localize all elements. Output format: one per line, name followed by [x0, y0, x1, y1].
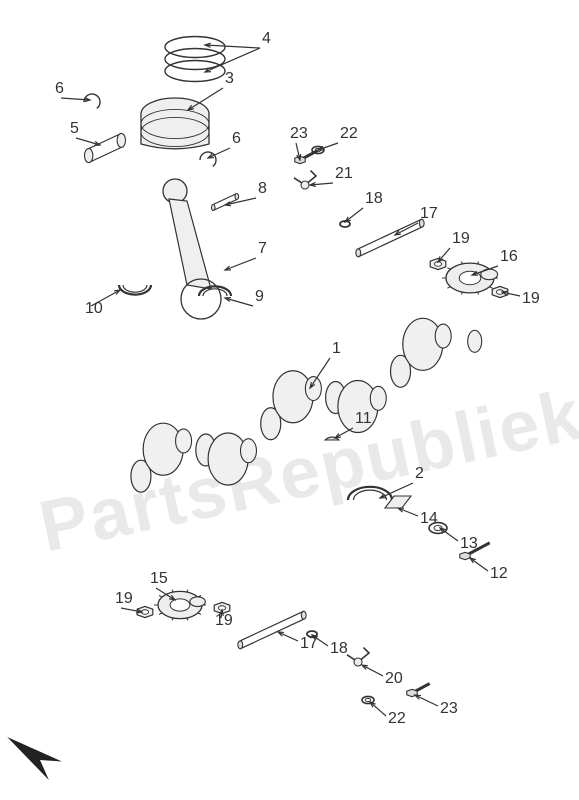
part-plate-14: [385, 496, 411, 508]
callout-9-9: 9: [255, 288, 264, 306]
callout-6-5: 6: [55, 80, 64, 98]
part-drive-gear-15: [154, 590, 206, 621]
callout-14-14: 14: [420, 510, 438, 528]
callout-18-20: 18: [330, 640, 348, 658]
callout-1-0: 1: [332, 340, 341, 358]
part-conrod: [163, 179, 221, 319]
callout-18-19: 18: [365, 190, 383, 208]
callout-19-23: 19: [115, 590, 133, 608]
callout-19-21: 19: [452, 230, 470, 248]
part-nozzle-20: [347, 648, 369, 666]
part-shaft-17b: [238, 611, 306, 649]
callout-17-18: 17: [300, 635, 318, 653]
callout-22-28: 22: [388, 710, 406, 728]
part-conrod-bearing-upper: [119, 285, 151, 295]
part-bolt-conrod: [211, 194, 238, 211]
part-drive-gear-16: [442, 261, 498, 294]
callout-23-30: 23: [440, 700, 458, 718]
callout-4-3: 4: [262, 30, 271, 48]
callout-10-10: 10: [85, 300, 103, 318]
callout-6-6: 6: [232, 130, 241, 148]
callout-19-22: 19: [522, 290, 540, 308]
diagram-svg: [0, 0, 579, 800]
callout-15-15: 15: [150, 570, 168, 588]
callout-13-13: 13: [460, 535, 478, 553]
part-piston-rings: [165, 37, 225, 82]
diagram-stage: PartsRepubliek 1234566789101112131415161…: [0, 0, 579, 800]
callout-12-12: 12: [490, 565, 508, 583]
callout-21-26: 21: [335, 165, 353, 183]
callout-3-2: 3: [225, 70, 234, 88]
direction-arrow: [7, 737, 62, 780]
callout-8-8: 8: [258, 180, 267, 198]
callout-5-4: 5: [70, 120, 79, 138]
callout-23-29: 23: [290, 125, 308, 143]
callout-20-25: 20: [385, 670, 403, 688]
part-crankshaft: [124, 318, 487, 492]
part-piston: [141, 98, 209, 149]
part-nut-19a: [430, 258, 446, 269]
callout-19-24: 19: [215, 612, 233, 630]
part-piston-pin: [84, 133, 125, 162]
callout-2-1: 2: [415, 465, 424, 483]
callout-17-17: 17: [420, 205, 438, 223]
part-clip-r: [200, 152, 216, 166]
callout-22-27: 22: [340, 125, 358, 143]
callout-7-7: 7: [258, 240, 267, 258]
callout-16-16: 16: [500, 248, 518, 266]
callout-11-11: 11: [355, 410, 372, 428]
